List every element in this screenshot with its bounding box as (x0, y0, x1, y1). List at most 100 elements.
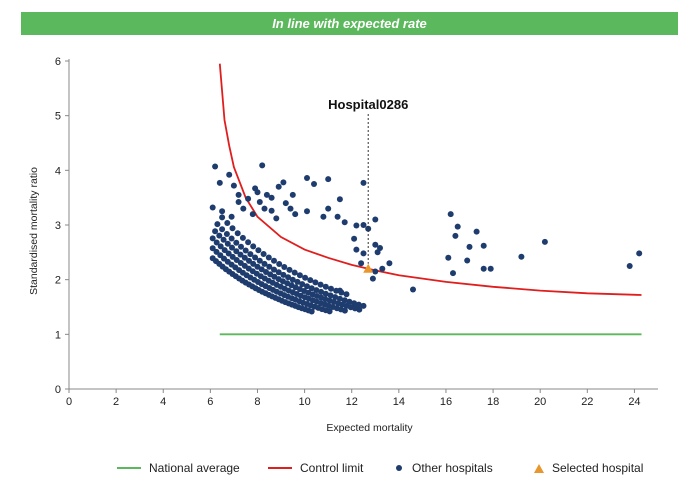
hospital-point (235, 199, 242, 205)
legend-label-national-average: National average (149, 461, 240, 475)
hospital-point (487, 265, 494, 272)
hospital-point (308, 285, 315, 292)
x-tick-label: 14 (393, 396, 405, 408)
legend-item-control-limit[interactable]: Control limit (268, 458, 363, 478)
other-hospitals-points (209, 162, 643, 315)
control-limit-line (218, 63, 642, 296)
hospital-point (473, 228, 480, 235)
legend-label-control-limit: Control limit (300, 461, 364, 475)
hospital-point (241, 254, 248, 261)
hospital-point (228, 213, 235, 220)
hospital-point (410, 286, 416, 293)
hospital-point (307, 277, 314, 284)
hospital-point (223, 231, 230, 237)
legend: National average Control limit Other hos… (0, 458, 700, 480)
hospital-point (229, 244, 235, 251)
hospital-point (252, 254, 259, 261)
hospital-point (239, 234, 246, 241)
hospital-point (261, 260, 268, 267)
hospital-point (287, 205, 294, 212)
hospital-point (360, 179, 367, 186)
hospital-point (212, 228, 219, 235)
hospital-point (209, 235, 216, 242)
hospital-point (452, 232, 459, 239)
hospital-point (332, 294, 339, 301)
hospital-point (325, 205, 332, 212)
hospital-point (260, 251, 267, 257)
hospital-point (209, 245, 216, 252)
hospital-point (372, 268, 379, 275)
y-tick-label: 4 (55, 165, 61, 177)
hospital-point (299, 281, 306, 288)
x-tick-label: 6 (207, 396, 213, 408)
hospital-point (311, 181, 317, 187)
hospital-point (268, 207, 275, 214)
x-tick-label: 10 (298, 396, 310, 408)
hospital-point (235, 191, 242, 198)
hospital-point (372, 241, 379, 248)
hospital-point (289, 191, 296, 198)
hospital-point (250, 243, 257, 250)
hospital-point (341, 307, 348, 314)
y-tick-label: 2 (55, 275, 61, 287)
x-tick-label: 20 (534, 396, 546, 408)
legend-item-national-average[interactable]: National average (117, 458, 240, 478)
hospital-point (209, 204, 216, 211)
hospital-point (356, 306, 363, 313)
hospital-point (464, 257, 471, 264)
hospital-point (292, 211, 299, 218)
y-axis-label: Standardised mortality ratio (28, 167, 40, 295)
hospital-point (318, 288, 325, 295)
hospital-point (328, 285, 334, 292)
hospital-point (285, 274, 292, 281)
y-tick-label: 6 (55, 56, 61, 68)
hospital-point (233, 239, 240, 246)
y-tick-label: 0 (55, 384, 61, 396)
hospital-point (282, 200, 289, 207)
hospital-point (224, 220, 231, 226)
hospital-point (291, 269, 298, 276)
hospital-point (256, 199, 263, 205)
hospital-point (275, 183, 282, 190)
hospital-point (308, 308, 315, 315)
hospital-point (258, 266, 265, 273)
selected-hospital-label: Hospital0286 (328, 97, 408, 112)
hospital-point (325, 176, 332, 183)
hospital-point (216, 232, 223, 239)
hospital-point (450, 270, 456, 277)
hospital-point (466, 243, 473, 250)
x-axis-label: Expected mortality (326, 422, 413, 434)
hospital-point (480, 242, 487, 249)
hospital-point (333, 287, 340, 294)
hospital-point (249, 211, 256, 218)
selected-hospital-marker[interactable] (363, 263, 374, 273)
hospital-point (230, 182, 237, 189)
hospital-point (226, 171, 233, 178)
hospital-point (280, 271, 287, 278)
hospital-point (304, 208, 310, 215)
hospital-point (233, 248, 240, 255)
hospital-point (281, 264, 288, 270)
hospital-point (360, 222, 367, 228)
hospital-point (271, 257, 277, 264)
hospital-point (268, 194, 275, 201)
hospital-point (358, 260, 365, 267)
hospital-point (237, 251, 244, 258)
hospital-point (294, 278, 301, 285)
hospital-point (220, 236, 227, 243)
hospital-point (271, 266, 277, 273)
hospital-point (346, 298, 353, 305)
hospital-point (296, 272, 303, 279)
hospital-point (334, 213, 341, 220)
hospital-point (212, 163, 219, 170)
hospital-point (213, 239, 220, 246)
hospital-point (216, 179, 223, 186)
hospital-point (379, 265, 386, 272)
hospital-point (280, 179, 287, 186)
x-tick-label: 2 (113, 396, 119, 408)
legend-item-other-hospitals[interactable]: Other hospitals (388, 458, 493, 478)
hospital-point (255, 247, 262, 254)
legend-item-selected-hospital[interactable]: Selected hospital (528, 458, 643, 478)
hospital-point (221, 247, 228, 254)
